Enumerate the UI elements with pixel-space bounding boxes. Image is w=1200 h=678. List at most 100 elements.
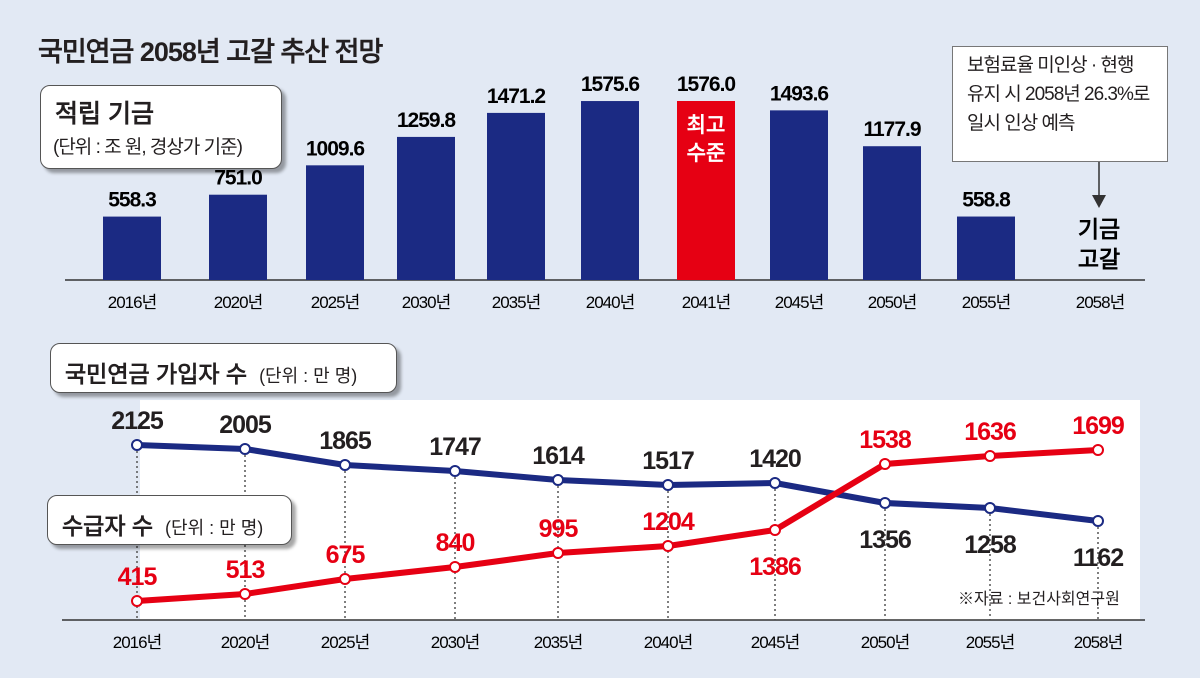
line-x-tick-label: 2016년	[113, 633, 161, 652]
bar-x-tick-label: 2058년	[1076, 293, 1124, 312]
data-value-label: 1636	[964, 418, 1016, 446]
bar	[581, 101, 639, 280]
bar-value-label: 558.3	[108, 189, 156, 212]
bar	[770, 110, 828, 280]
bar-x-tick-label: 2035년	[492, 293, 540, 312]
data-point	[879, 497, 891, 509]
data-point	[339, 573, 351, 585]
bar-x-tick-label: 2041년	[682, 293, 730, 312]
data-point	[131, 595, 143, 607]
bar-x-tick-label: 2050년	[868, 293, 916, 312]
data-value-label: 2125	[111, 407, 164, 435]
fund-legend-box: 적립 기금 (단위 : 조 원, 경상가 기준)	[40, 85, 282, 169]
highlight-label: 수준	[687, 142, 726, 165]
data-point	[662, 540, 674, 552]
recipients-series-name: 수급자 수	[62, 513, 154, 539]
recipients-unit-label: (단위 : 만 명)	[165, 518, 264, 538]
line-x-tick-label: 2050년	[861, 633, 909, 652]
bar-value-label: 1575.6	[581, 73, 640, 96]
bar-value-label: 558.8	[962, 189, 1011, 212]
bar-value-label: 751.0	[214, 167, 262, 190]
bar-x-tick-label: 2025년	[311, 293, 359, 312]
depletion-label: 고갈	[1078, 246, 1120, 272]
bar	[957, 216, 1015, 280]
source-label: ※자료 : 보건사회연구원	[958, 591, 1120, 608]
recipients-legend-box: 수급자 수 (단위 : 만 명)	[47, 495, 292, 545]
data-value-label: 415	[118, 563, 158, 591]
bar-x-tick-label: 2020년	[214, 293, 262, 312]
bar-value-label: 1259.8	[397, 109, 457, 132]
bar-value-label: 1471.2	[487, 85, 546, 108]
subscribers-legend-box: 국민연금 가입자 수 (단위 : 만 명)	[50, 343, 397, 393]
bar-value-label: 1177.9	[863, 118, 920, 141]
line-x-tick-label: 2020년	[221, 633, 269, 652]
data-point	[239, 443, 251, 455]
line-x-tick-label: 2040년	[644, 633, 692, 652]
data-point	[769, 477, 781, 489]
subscribers-line	[136, 442, 1099, 524]
arrow-down-icon	[1092, 195, 1106, 208]
data-point	[449, 561, 461, 573]
data-point	[984, 450, 996, 462]
data-value-label: 1386	[749, 553, 801, 581]
data-value-label: 1162	[1073, 544, 1123, 572]
bar	[397, 136, 455, 280]
data-value-label: 1517	[642, 447, 694, 475]
bar	[487, 112, 545, 280]
line-x-tick-label: 2045년	[751, 633, 799, 652]
bar	[677, 101, 735, 280]
data-point	[339, 459, 351, 471]
data-value-label: 995	[539, 515, 579, 543]
data-value-label: 1356	[859, 526, 911, 554]
bar-value-label: 1493.6	[770, 82, 829, 105]
data-point	[131, 439, 143, 451]
data-value-label: 1258	[964, 531, 1017, 559]
data-point	[1092, 444, 1104, 456]
bar	[209, 194, 267, 280]
infographic-title: 국민연금 2058년 고갈 추산 전망	[38, 37, 383, 67]
annotation-box: 보험료율 미인상 · 현행 유지 시 2058년 26.3%로 일시 인상 예측	[952, 46, 1168, 162]
annotation-line: 보험료율 미인상 · 현행	[967, 55, 1134, 76]
line-x-tick-label: 2058년	[1074, 633, 1122, 652]
data-point	[769, 524, 781, 536]
data-value-label: 1538	[859, 426, 912, 454]
depletion-label: 기금	[1078, 216, 1120, 242]
highlight-label: 최고	[687, 114, 726, 137]
data-point	[879, 458, 891, 470]
bar	[863, 146, 921, 280]
data-value-label: 840	[436, 529, 475, 557]
data-point	[239, 588, 251, 600]
bar-x-tick-label: 2045년	[775, 293, 823, 312]
fund-unit-label: (단위 : 조 원, 경상가 기준)	[53, 137, 243, 158]
data-point	[1092, 515, 1104, 527]
bar	[306, 165, 364, 280]
line-x-tick-label: 2055년	[966, 633, 1014, 652]
bar-x-tick-label: 2055년	[962, 293, 1010, 312]
data-point	[449, 465, 461, 477]
bar-value-label: 1009.6	[306, 137, 365, 160]
data-value-label: 1699	[1072, 412, 1124, 440]
data-value-label: 1865	[319, 427, 372, 455]
bar	[103, 216, 161, 280]
data-value-label: 1614	[532, 442, 585, 470]
data-value-label: 1747	[429, 433, 481, 461]
annotation-line: 일시 인상 예측	[967, 113, 1075, 134]
fund-chart-title: 적립 기금	[55, 100, 154, 128]
recipients-line	[136, 447, 1099, 604]
bar-x-tick-label: 2040년	[586, 293, 634, 312]
subscribers-unit-label: (단위 : 만 명)	[259, 366, 358, 386]
line-x-tick-label: 2035년	[534, 633, 582, 652]
data-point	[984, 502, 996, 514]
data-value-label: 513	[226, 556, 265, 584]
data-value-label: 1204	[642, 508, 695, 536]
subscribers-series-name: 국민연금 가입자 수	[65, 361, 248, 387]
bar-x-tick-label: 2030년	[402, 293, 450, 312]
line-x-tick-label: 2025년	[321, 633, 369, 652]
bar-value-label: 1576.0	[677, 73, 736, 96]
data-point	[552, 547, 564, 559]
annotation-line: 유지 시 2058년 26.3%로	[967, 84, 1150, 105]
data-point	[552, 474, 564, 486]
data-value-label: 675	[326, 541, 366, 569]
bar-x-tick-label: 2016년	[108, 293, 156, 312]
